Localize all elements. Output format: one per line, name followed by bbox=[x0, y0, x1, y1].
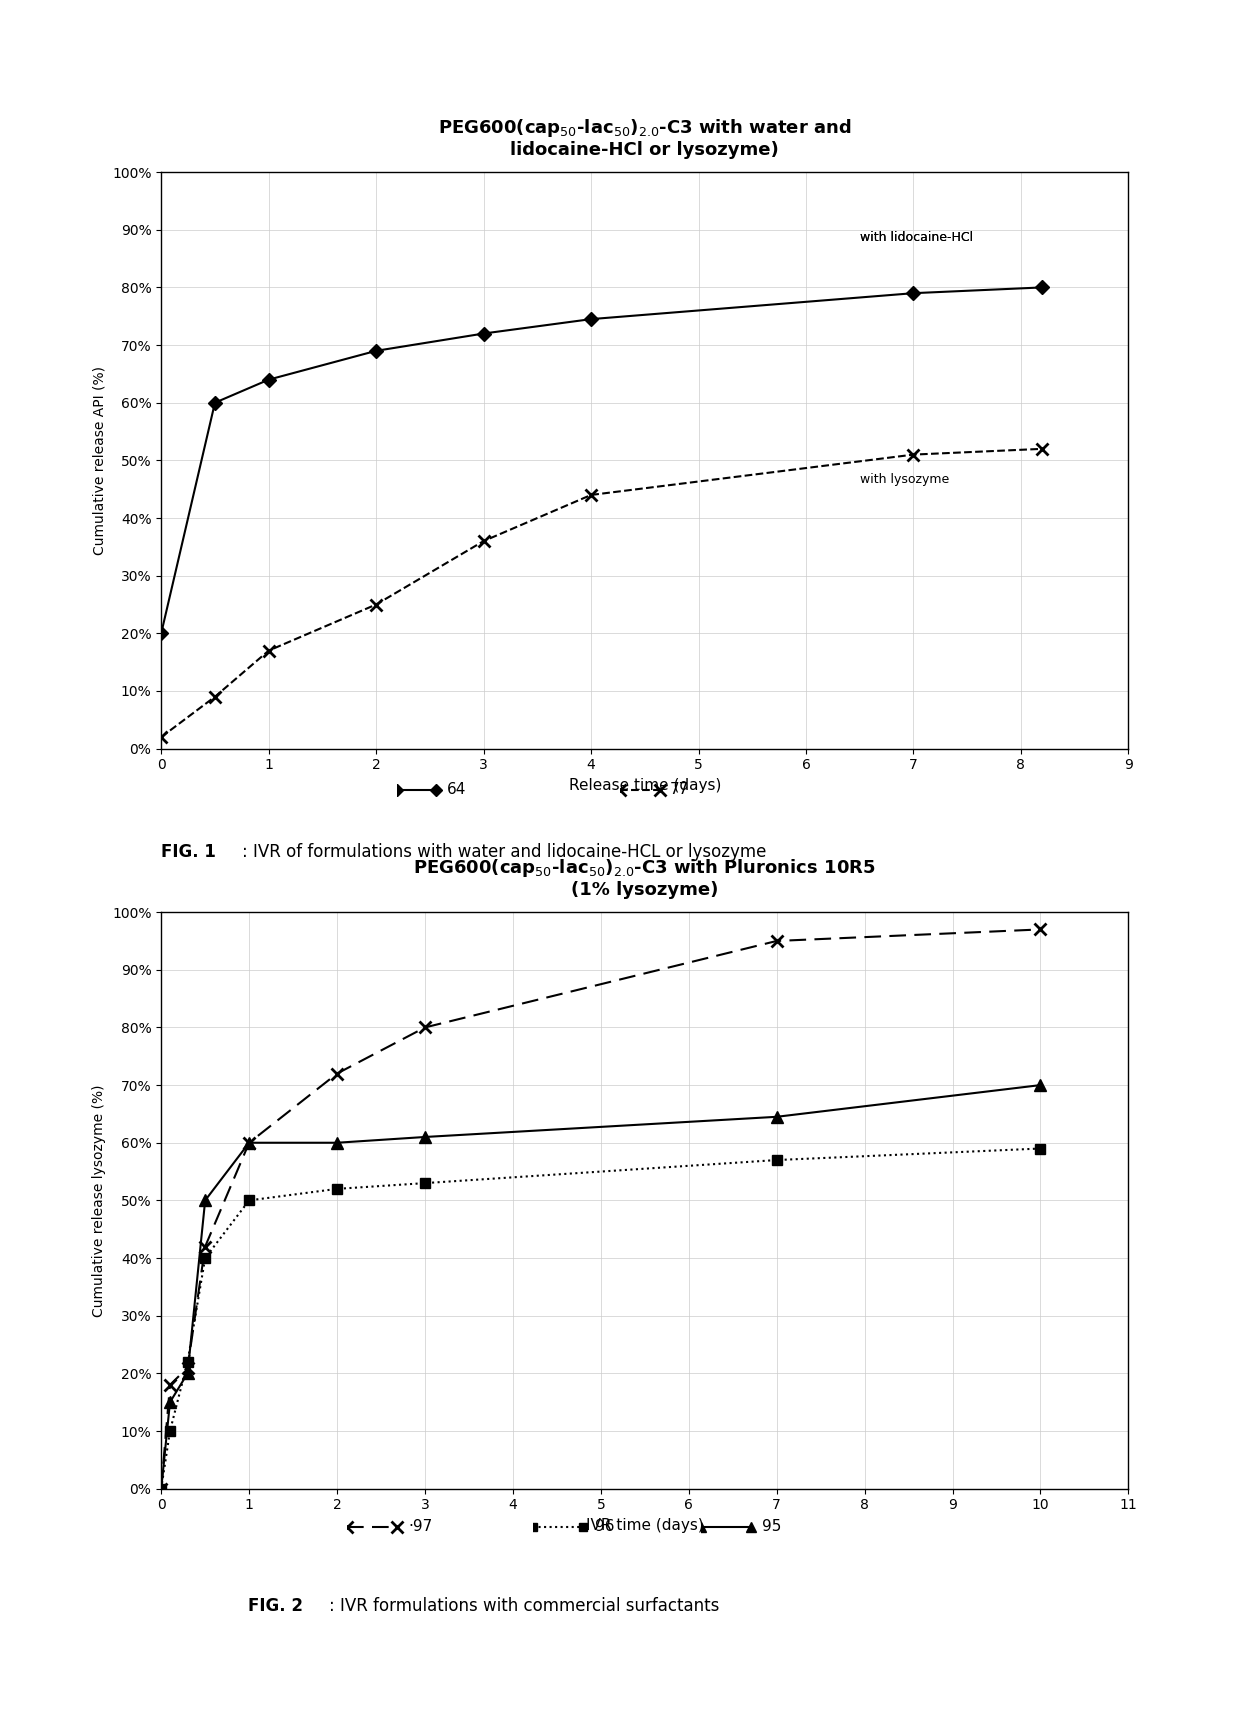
Text: 64: 64 bbox=[446, 783, 466, 797]
Text: : IVR formulations with commercial surfactants: : IVR formulations with commercial surfa… bbox=[329, 1597, 719, 1614]
Text: 95: 95 bbox=[761, 1520, 781, 1533]
Text: FIG. 2: FIG. 2 bbox=[248, 1597, 303, 1614]
Text: ·97: ·97 bbox=[409, 1520, 433, 1533]
Title: PEG600(cap$_{50}$-lac$_{50}$)$_{2.0}$-C3 with Pluronics 10R5
(1% lysozyme): PEG600(cap$_{50}$-lac$_{50}$)$_{2.0}$-C3… bbox=[413, 857, 877, 900]
Text: 77: 77 bbox=[670, 783, 689, 797]
Title: PEG600(cap$_{50}$-lac$_{50}$)$_{2.0}$-C3 with water and
lidocaine-HCl or lysozym: PEG600(cap$_{50}$-lac$_{50}$)$_{2.0}$-C3… bbox=[438, 117, 852, 160]
Text: with lidocaine-HCl: with lidocaine-HCl bbox=[859, 231, 973, 244]
Text: with lysozyme: with lysozyme bbox=[859, 473, 949, 487]
Text: 96: 96 bbox=[595, 1520, 614, 1533]
X-axis label: IVR time (days): IVR time (days) bbox=[587, 1518, 703, 1533]
Y-axis label: Cumulative release lysozyme (%): Cumulative release lysozyme (%) bbox=[93, 1084, 107, 1317]
Text: with lidocaine-HCl: with lidocaine-HCl bbox=[859, 231, 973, 244]
Text: FIG. 1: FIG. 1 bbox=[161, 843, 216, 860]
X-axis label: Release time (days): Release time (days) bbox=[569, 778, 720, 793]
Text: : IVR of formulations with water and lidocaine-HCL or lysozyme: : IVR of formulations with water and lid… bbox=[242, 843, 766, 860]
Y-axis label: Cumulative release API (%): Cumulative release API (%) bbox=[93, 367, 107, 554]
